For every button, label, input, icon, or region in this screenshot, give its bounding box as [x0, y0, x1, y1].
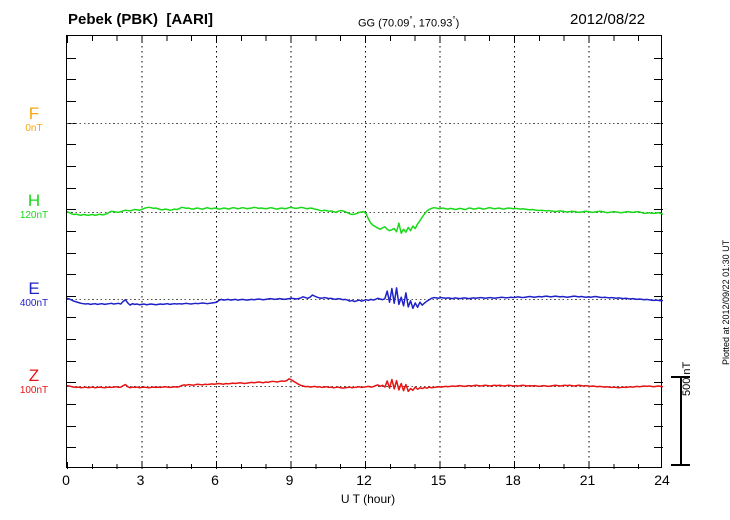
component-scale-h: 120nT	[19, 210, 49, 221]
x-tick-label: 3	[136, 472, 145, 488]
x-tick-label: 15	[430, 472, 447, 488]
component-label-z: Z 100nT	[6, 367, 62, 397]
x-tick-label: 21	[579, 472, 596, 488]
x-axis-tickmarks	[67, 36, 663, 469]
x-tick-label: 0	[62, 472, 70, 488]
component-label-f: F 0nT	[6, 105, 62, 135]
component-letter-z: Z	[28, 366, 40, 385]
station-title: Pebek (PBK) [AARI]	[68, 11, 214, 28]
coords-separator: ,	[412, 17, 419, 30]
component-label-h: H 120nT	[6, 192, 62, 222]
scale-bar	[670, 376, 692, 466]
scale-bar-cap-bottom	[671, 464, 690, 466]
coords-suffix: )	[455, 17, 460, 30]
component-traces	[67, 206, 663, 393]
x-tick-label: 12	[356, 472, 372, 488]
x-tick-label: 18	[505, 472, 521, 488]
observation-date: 2012/08/22	[570, 11, 646, 28]
scale-bar-line	[680, 376, 682, 466]
x-axis-title: U T (hour)	[340, 492, 396, 506]
trace-h	[67, 206, 663, 234]
component-baselines	[67, 122, 663, 388]
geographic-coordinates: GG (70.09°, 170.93°)	[358, 15, 459, 30]
component-label-e: E 400nT	[6, 280, 62, 310]
coords-prefix: GG (	[358, 17, 382, 30]
magnetogram-traces	[67, 36, 663, 469]
trace-e	[67, 287, 663, 310]
component-scale-z: 100nT	[19, 385, 49, 396]
coords-latitude: 70.09	[381, 17, 410, 30]
component-letter-e: E	[28, 279, 40, 298]
x-tick-label: 9	[285, 472, 294, 488]
scale-bar-cap-top	[671, 376, 690, 378]
component-scale-f: 0nT	[25, 123, 43, 134]
degree-symbol-lat: °	[409, 15, 413, 24]
component-scale-e: 400nT	[19, 298, 49, 309]
gridlines	[141, 36, 590, 469]
component-letter-h: H	[27, 191, 41, 210]
degree-symbol-lon: °	[452, 15, 456, 24]
coords-longitude: 170.93	[418, 17, 453, 30]
plotted-at-stamp: Plotted at 2012/09/22 01:30 UT	[721, 239, 730, 365]
component-letter-f: F	[28, 104, 40, 123]
magnetogram-plot-area	[66, 35, 663, 469]
trace-z	[67, 378, 663, 393]
x-tick-label: 6	[211, 472, 219, 488]
scale-bar-label: 500 nT	[681, 361, 693, 396]
x-tick-label: 24	[654, 472, 670, 488]
